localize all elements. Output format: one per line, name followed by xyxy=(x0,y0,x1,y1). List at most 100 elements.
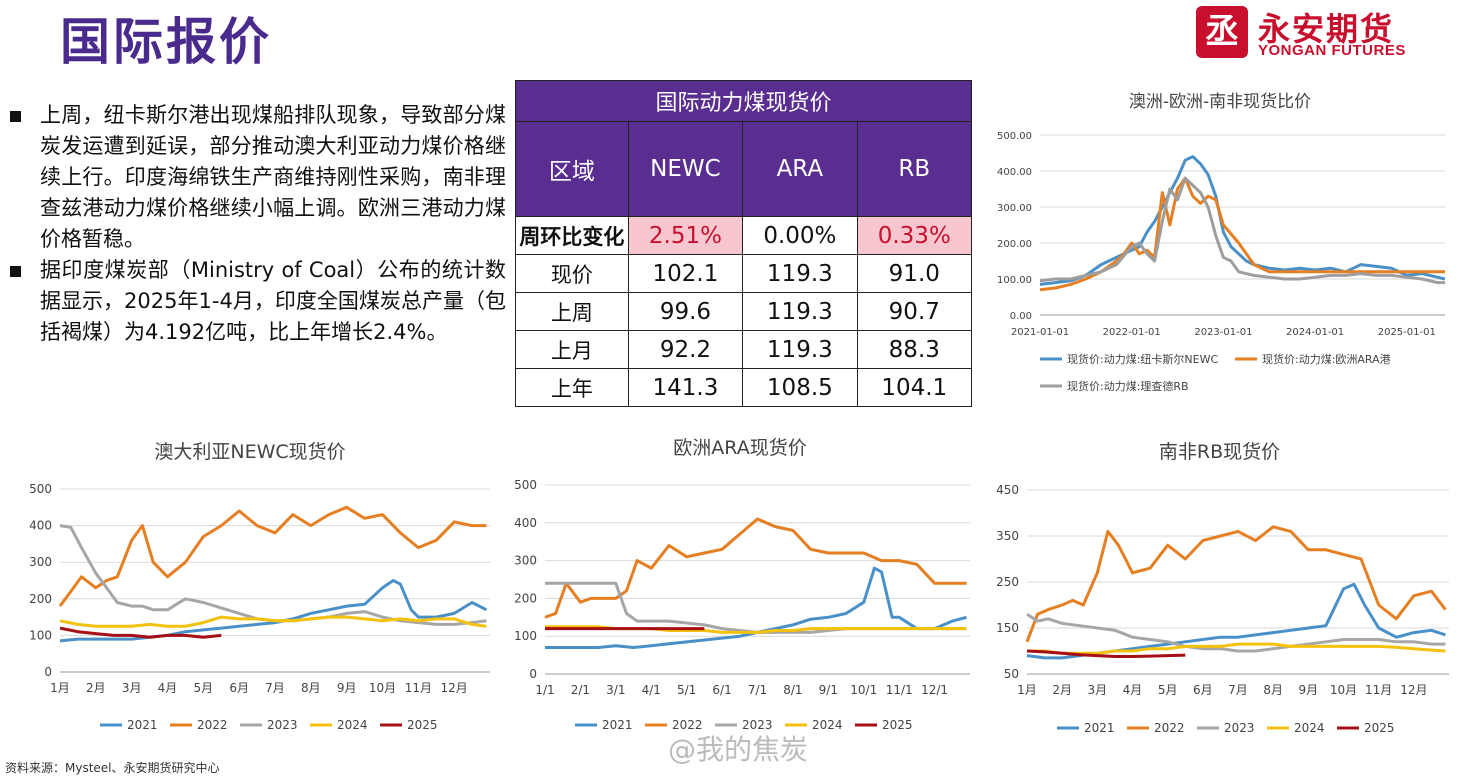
legend-label: 2024 xyxy=(1294,721,1325,735)
chart-title: 澳洲-欧洲-南非现货比价 xyxy=(1129,92,1311,112)
row-label: 上月 xyxy=(515,330,629,369)
series-line xyxy=(545,581,967,634)
x-tick-label: 1/1 xyxy=(535,683,554,697)
watermark: @我的焦炭 xyxy=(668,733,809,766)
legend-label: 现货价:动力煤:理查德RB xyxy=(1067,379,1189,393)
series-line xyxy=(59,615,487,628)
bullet-item: 据印度煤炭部（Ministry of Coal）公布的统计数据显示，2025年1… xyxy=(6,255,506,348)
chart-title: 欧洲ARA现货价 xyxy=(673,437,806,459)
x-tick-label: 11月 xyxy=(1365,683,1392,697)
table-cell: 119.3 xyxy=(742,330,858,369)
x-tick-label: 2022-01-01 xyxy=(1103,327,1161,338)
table-cell: 2.51% xyxy=(627,216,744,255)
y-tick-label: 100 xyxy=(29,628,52,642)
y-tick-label: 400 xyxy=(29,519,52,533)
y-tick-label: 0 xyxy=(44,665,52,679)
x-tick-label: 6/1 xyxy=(712,683,731,697)
table-cell: 119.3 xyxy=(742,254,858,293)
x-tick-label: 8/1 xyxy=(783,683,802,697)
series-line xyxy=(1025,525,1447,643)
x-tick-label: 4月 xyxy=(1123,683,1143,697)
bullet-item: 上周，纽卡斯尔港出现煤船排队现象，导致部分煤炭发运遭到延误，部分推动澳大利亚动力… xyxy=(6,100,506,255)
header-rb: RB xyxy=(856,121,973,217)
logo-text-cn: 永安期货 xyxy=(1258,10,1395,48)
table-cell: 102.1 xyxy=(627,254,744,293)
series-line xyxy=(59,579,488,643)
y-tick-label: 200.00 xyxy=(997,239,1032,250)
legend-label: 现货价:动力煤:纽卡斯尔NEWC xyxy=(1067,352,1218,366)
x-tick-label: 5月 xyxy=(1158,683,1178,697)
x-tick-label: 9月 xyxy=(337,681,357,695)
series-line xyxy=(1039,155,1446,286)
legend-label: 2021 xyxy=(602,718,633,732)
x-tick-label: 12月 xyxy=(1400,683,1427,697)
bullet-text: 据印度煤炭部（Ministry of Coal）公布的统计数据显示，2025年1… xyxy=(40,258,506,344)
table-cell: 91.0 xyxy=(856,254,973,293)
y-tick-label: 450 xyxy=(996,483,1019,497)
x-tick-label: 2025-01-01 xyxy=(1378,327,1436,338)
table-cell: 0.00% xyxy=(742,216,858,255)
y-tick-label: 200 xyxy=(514,591,537,605)
table-cell: 104.1 xyxy=(856,368,973,407)
bullet-square-icon xyxy=(10,111,21,122)
series-line xyxy=(59,524,487,626)
legend-label: 2023 xyxy=(267,718,298,732)
x-tick-label: 2/1 xyxy=(571,683,590,697)
x-tick-label: 12/1 xyxy=(921,683,948,697)
series-line xyxy=(1039,176,1445,285)
price-table: 国际动力煤现货价 区域 NEWC ARA RB 周环比变化 2.51% 0.00… xyxy=(515,80,973,407)
legend-label: 2022 xyxy=(1154,721,1185,735)
company-logo: 丞 永安期货 YONGAN FUTURES xyxy=(1196,6,1446,61)
y-tick-label: 500 xyxy=(29,482,52,496)
x-tick-label: 2024-01-01 xyxy=(1286,327,1344,338)
y-tick-label: 250 xyxy=(996,575,1019,589)
legend-label: 2021 xyxy=(127,718,158,732)
x-tick-label: 5月 xyxy=(194,681,214,695)
source-note: 资料来源：Mysteel、永安期货研究中心 xyxy=(5,761,220,775)
bullet-square-icon xyxy=(10,266,21,277)
y-tick-label: 300 xyxy=(29,555,52,569)
x-tick-label: 2月 xyxy=(86,681,106,695)
series-line xyxy=(59,626,222,639)
x-tick-label: 3/1 xyxy=(606,683,625,697)
table-cell: 0.33% xyxy=(856,216,973,255)
bullet-text: 上周，纽卡斯尔港出现煤船排队现象，导致部分煤炭发运遭到延误，部分推动澳大利亚动力… xyxy=(40,103,506,251)
x-tick-label: 12月 xyxy=(441,681,468,695)
chart-title: 澳大利亚NEWC现货价 xyxy=(154,441,345,463)
legend-label: 2025 xyxy=(882,718,913,732)
y-tick-label: 400.00 xyxy=(997,167,1032,178)
legend-label: 2023 xyxy=(1224,721,1255,735)
table-cell: 108.5 xyxy=(742,368,858,407)
logo-text-en: YONGAN FUTURES xyxy=(1258,42,1406,59)
legend-label: 2024 xyxy=(812,718,843,732)
legend-label: 2025 xyxy=(1364,721,1395,735)
x-tick-label: 11月 xyxy=(405,681,432,695)
series-line xyxy=(1026,649,1186,658)
series-line xyxy=(1026,612,1446,653)
series-line xyxy=(58,505,487,607)
page-title: 国际报价 xyxy=(60,13,272,71)
table-cell: 99.6 xyxy=(627,292,744,331)
x-tick-label: 6月 xyxy=(229,681,249,695)
x-tick-label: 8月 xyxy=(301,681,321,695)
x-tick-label: 4/1 xyxy=(642,683,661,697)
x-tick-label: 8月 xyxy=(1263,683,1283,697)
y-tick-label: 0.00 xyxy=(1010,311,1032,322)
table-cell: 90.7 xyxy=(856,292,973,331)
x-tick-label: 5/1 xyxy=(677,683,696,697)
y-tick-label: 500.00 xyxy=(997,131,1032,142)
x-tick-label: 7/1 xyxy=(748,683,767,697)
header-ara: ARA xyxy=(742,121,858,217)
legend-label: 2022 xyxy=(197,718,228,732)
legend-label: 2023 xyxy=(742,718,773,732)
y-tick-label: 300 xyxy=(514,554,537,568)
x-tick-label: 2023-01-01 xyxy=(1194,327,1252,338)
x-tick-label: 9/1 xyxy=(819,683,838,697)
y-tick-label: 200 xyxy=(29,592,52,606)
chart-rb: 南非RB现货价 50 150 250 350 450 1月 2月 3月 4月 5月 6月 7月 8月 9月 1… xyxy=(996,441,1449,735)
series-line xyxy=(545,566,967,649)
logo-mark-icon: 丞 xyxy=(1196,6,1248,58)
x-tick-label: 9月 xyxy=(1299,683,1319,697)
series-line xyxy=(1039,176,1445,292)
header-newc: NEWC xyxy=(627,121,744,217)
